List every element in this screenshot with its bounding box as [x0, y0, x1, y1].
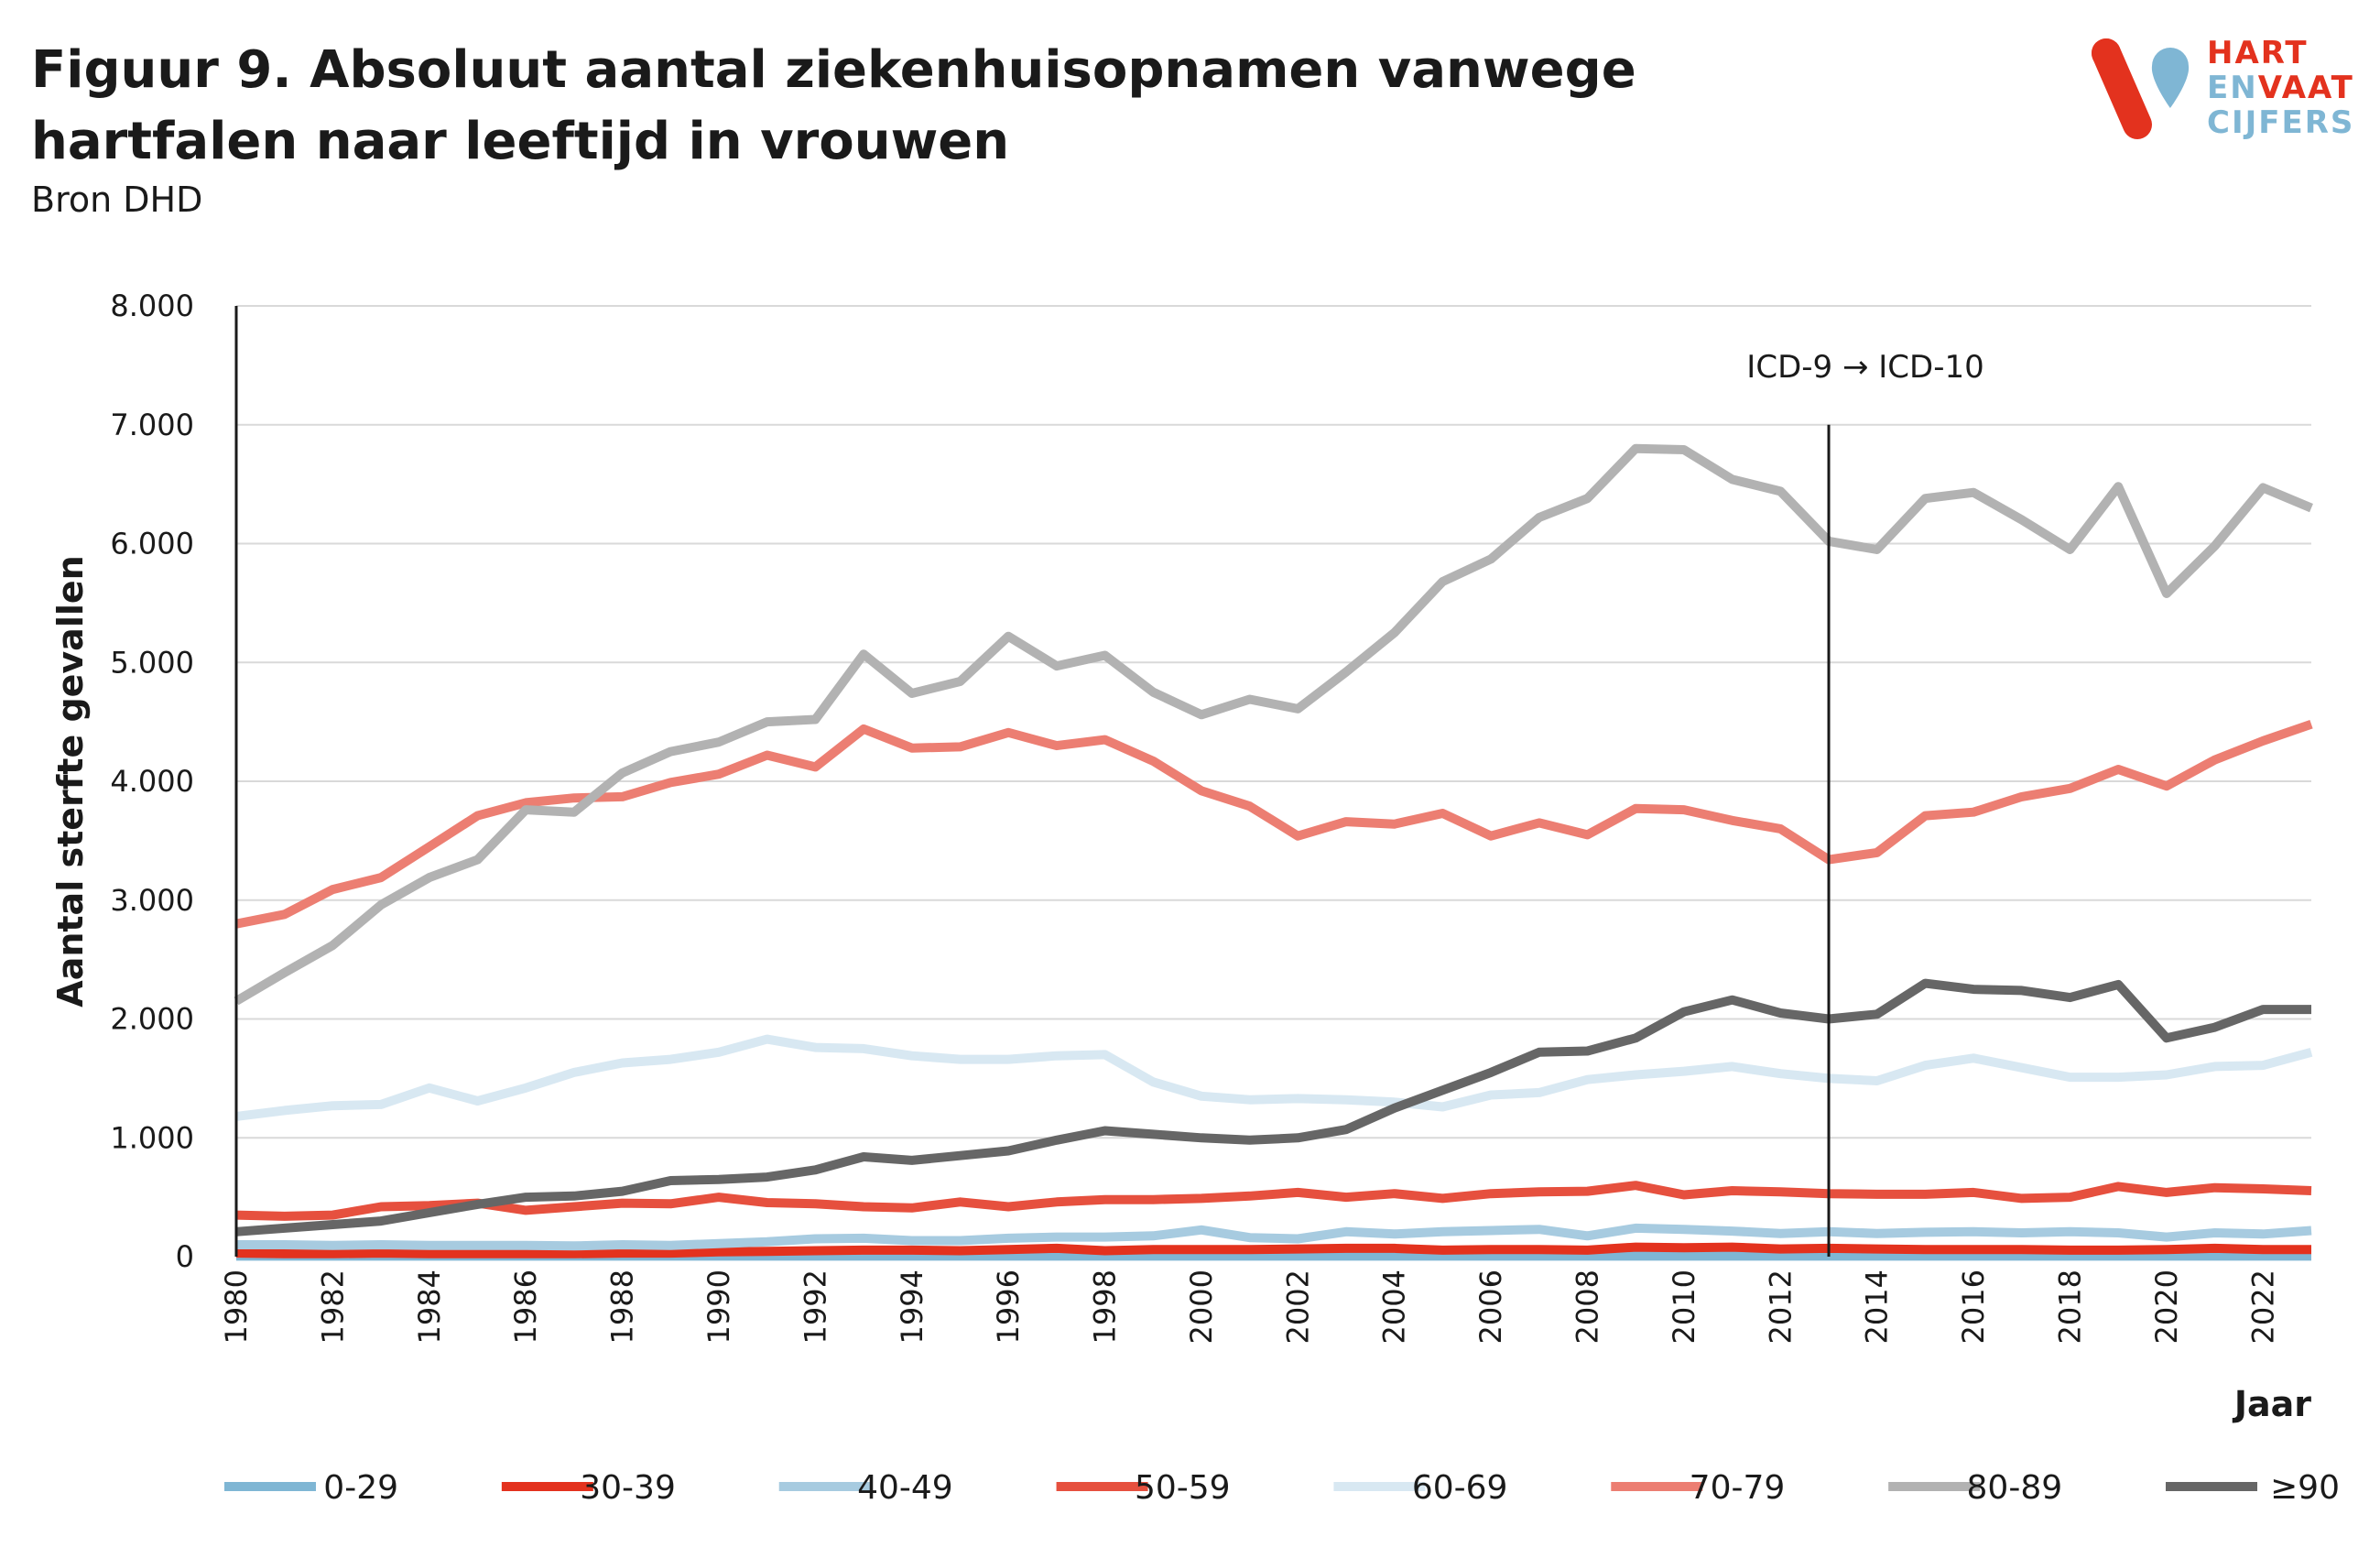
x-tick-label: 1998	[1088, 1269, 1123, 1344]
chart-title: Figuur 9. Absoluut aantal ziekenhuisopna…	[31, 40, 1636, 171]
x-tick-label: 2018	[2053, 1269, 2088, 1344]
legend-label: 50-59	[1135, 1469, 1231, 1507]
gridlines	[236, 305, 2311, 1139]
legend-label: 30-39	[580, 1469, 676, 1507]
legend-label: 0-29	[323, 1469, 398, 1507]
x-tick-label: 1984	[412, 1269, 447, 1344]
legend-label: ≥90	[2270, 1469, 2340, 1507]
y-axis-ticks: 0 1.000 2.000 3.000 4.000 5.000 6.000 7.000 8.00…	[110, 289, 194, 1274]
legend: 0-29 30-39 40-49 50-59 60-69 70-79 80-89 ≥90	[224, 1469, 2340, 1507]
x-tick-label: 1982	[315, 1269, 350, 1344]
legend-label: 40-49	[857, 1469, 953, 1507]
y-axis-label: Aantal sterfte gevallen	[50, 555, 91, 1007]
y-tick-label: 8.000	[110, 289, 194, 323]
series-line-50-59	[235, 1181, 2312, 1221]
series-line-40-49	[236, 1223, 2312, 1251]
x-tick-label: 2008	[1570, 1269, 1605, 1344]
legend-label: 60-69	[1412, 1469, 1508, 1507]
logo-mark-icon	[2092, 38, 2190, 139]
y-tick-label: 3.000	[110, 883, 194, 918]
logo-text-hart: HART	[2207, 35, 2309, 71]
y-tick-label: 0	[176, 1239, 194, 1274]
x-tick-label: 1990	[701, 1269, 736, 1344]
logo-blue-drop	[2151, 48, 2190, 108]
y-tick-label: 6.000	[110, 527, 194, 561]
x-tick-label: 2020	[2149, 1269, 2184, 1344]
hartenvaat-logo: HART ENVAAT CIJFERS	[2079, 33, 2372, 143]
series-line-80-89	[234, 443, 2313, 1006]
x-tick-label: 2014	[1860, 1269, 1895, 1344]
x-axis-label: Jaar	[2232, 1384, 2311, 1424]
logo-text-vaat: VAAT	[2257, 70, 2354, 106]
series-line-70-79	[235, 719, 2313, 929]
series-line-60-69	[235, 1034, 2313, 1121]
series-line-90	[235, 978, 2311, 1237]
series-line-30-39	[235, 1242, 2311, 1258]
y-tick-label: 1.000	[110, 1120, 194, 1155]
x-tick-label: 1996	[991, 1269, 1026, 1344]
logo-text-en: EN	[2207, 70, 2258, 106]
x-tick-label: 2012	[1763, 1269, 1798, 1344]
x-tick-label: 1980	[219, 1269, 254, 1344]
x-tick-label: 2002	[1280, 1269, 1315, 1344]
chart-source: Bron DHD	[31, 180, 203, 220]
x-tick-label: 1994	[895, 1269, 929, 1344]
x-tick-label: 2006	[1473, 1269, 1508, 1344]
x-tick-label: 1992	[798, 1269, 832, 1344]
x-tick-label: 2022	[2245, 1269, 2280, 1344]
x-tick-label: 2010	[1667, 1269, 1701, 1344]
series-lines	[234, 443, 2313, 1261]
x-tick-label: 2016	[1956, 1269, 1991, 1344]
y-tick-label: 2.000	[110, 1002, 194, 1037]
logo-text-cijfers: CIJFERS	[2207, 104, 2355, 141]
legend-label: 70-79	[1690, 1469, 1786, 1507]
y-tick-label: 5.000	[110, 645, 194, 680]
logo-red-stroke	[2092, 38, 2152, 139]
logo-text-envaat: ENVAAT	[2207, 71, 2354, 104]
x-axis-ticks: 1980 1982 1984 1986 1988 1990 1992 1994 1996 1998…	[219, 1269, 2280, 1344]
y-tick-label: 4.000	[110, 764, 194, 799]
icd-change-label: ICD-9 → ICD-10	[1746, 349, 1983, 386]
y-tick-label: 7.000	[110, 408, 194, 442]
x-tick-label: 1988	[605, 1269, 640, 1344]
x-tick-label: 1986	[508, 1269, 543, 1344]
x-tick-label: 2004	[1377, 1269, 1412, 1344]
x-tick-label: 2000	[1184, 1269, 1219, 1344]
legend-label: 80-89	[1967, 1469, 2063, 1507]
